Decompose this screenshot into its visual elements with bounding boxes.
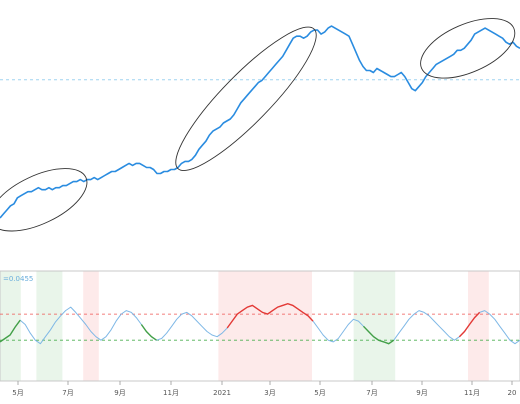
upper-series-line bbox=[0, 25, 520, 219]
highlight-segment-2 bbox=[140, 324, 157, 341]
x-tick-label: 11月 bbox=[464, 389, 480, 397]
shaded-region-1 bbox=[0, 271, 21, 381]
x-tick-label: 11月 bbox=[163, 389, 179, 397]
highlight-segment-5 bbox=[458, 311, 481, 338]
highlight-segment-1 bbox=[0, 319, 21, 343]
highlight-segment-3 bbox=[226, 302, 314, 329]
lower-chart-frame bbox=[0, 270, 520, 382]
x-tick-label: 5月 bbox=[314, 389, 325, 397]
shaded-region-6 bbox=[468, 271, 489, 381]
x-tick-label: 9月 bbox=[416, 389, 427, 397]
lower-chart: =0.0455 5月 7月 9月 11月 2021 3月 5月 7月 9月 11月 20 bbox=[0, 270, 520, 397]
x-tick-label: 2021 bbox=[213, 389, 231, 397]
x-tick-label: 20 bbox=[508, 389, 517, 397]
shaded-region-4 bbox=[218, 271, 312, 381]
annotation-ellipse-3 bbox=[420, 18, 516, 79]
annotation-ellipse-1 bbox=[0, 168, 88, 232]
highlight-segment-4 bbox=[362, 325, 395, 345]
shaded-region-3 bbox=[83, 271, 99, 381]
lower-legend-text: =0.0455 bbox=[3, 275, 33, 283]
x-tick-label: 7月 bbox=[62, 389, 73, 397]
x-tick-label: 3月 bbox=[264, 389, 275, 397]
upper-chart bbox=[0, 18, 520, 232]
annotation-ellipse-2 bbox=[175, 26, 317, 172]
shaded-region-2 bbox=[36, 271, 63, 381]
x-tick-label: 9月 bbox=[114, 389, 125, 397]
x-tick-label: 5月 bbox=[12, 389, 23, 397]
x-tick-label: 7月 bbox=[366, 389, 377, 397]
shaded-region-5 bbox=[353, 271, 396, 381]
